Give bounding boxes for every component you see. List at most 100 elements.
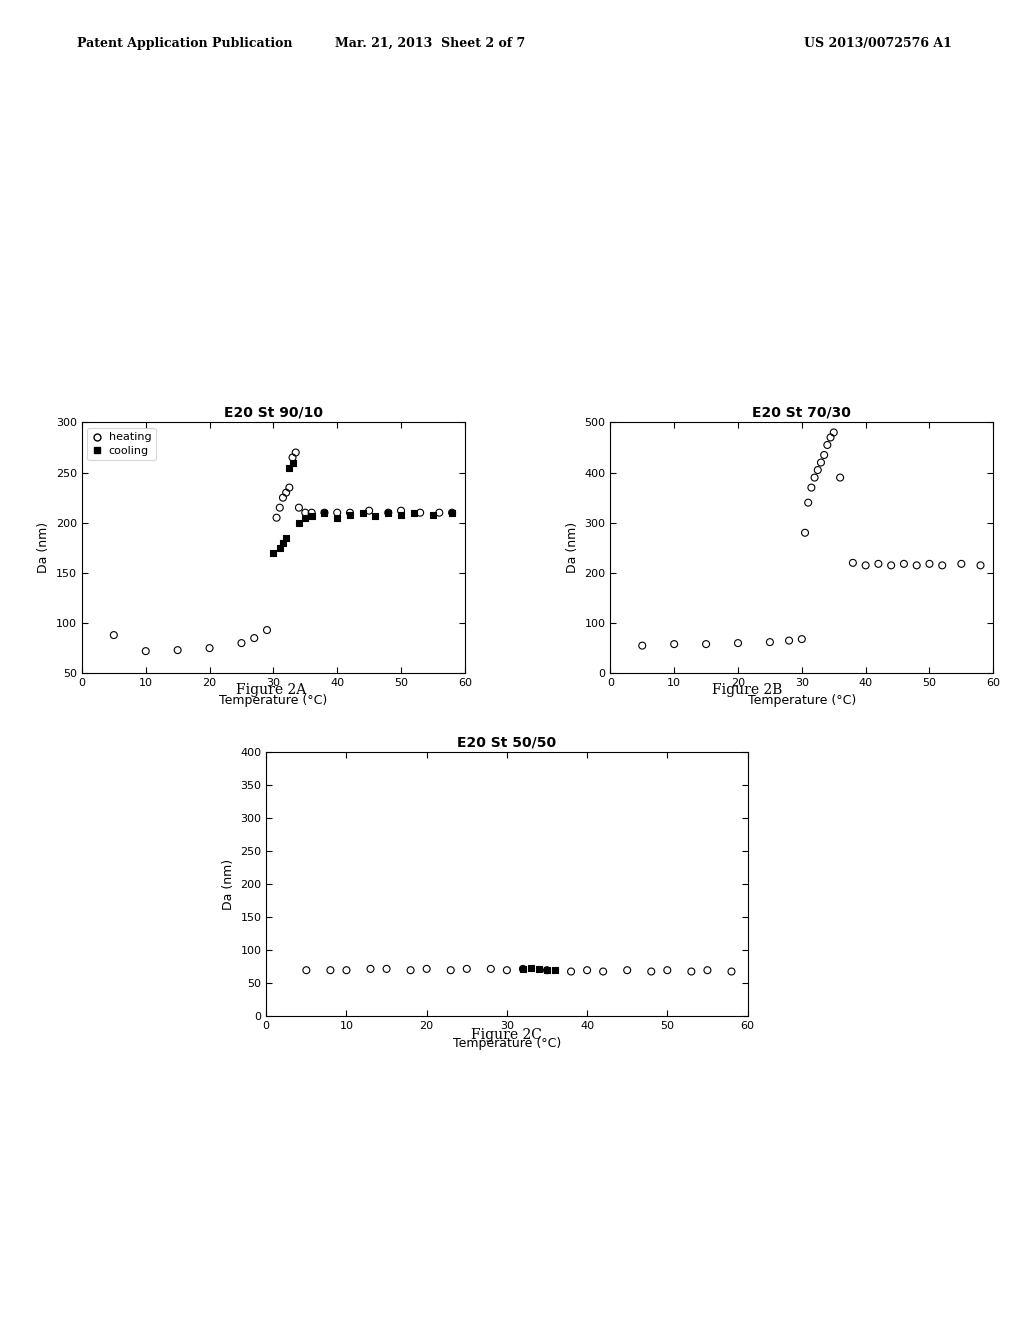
Point	[730, 632, 746, 653]
Point	[459, 958, 475, 979]
Point	[797, 523, 813, 544]
Point	[233, 632, 250, 653]
Point	[816, 445, 833, 466]
Point	[291, 512, 307, 533]
Y-axis label: Da (nm): Da (nm)	[566, 523, 579, 573]
Point	[563, 961, 580, 982]
Point	[953, 553, 970, 574]
Point	[515, 958, 531, 979]
Point	[431, 502, 447, 523]
Text: Figure 2A: Figure 2A	[237, 684, 306, 697]
Point	[202, 638, 218, 659]
Point	[282, 457, 298, 478]
X-axis label: Temperature (°C): Temperature (°C)	[219, 693, 328, 706]
Point	[342, 504, 358, 525]
Point	[323, 960, 339, 981]
Point	[316, 502, 333, 523]
Point	[303, 502, 319, 523]
Text: Mar. 21, 2013  Sheet 2 of 7: Mar. 21, 2013 Sheet 2 of 7	[335, 37, 525, 50]
Point	[393, 500, 410, 521]
Point	[934, 554, 950, 576]
Point	[699, 960, 716, 981]
Point	[271, 498, 288, 519]
Point	[803, 477, 819, 498]
Point	[259, 619, 275, 640]
Point	[883, 554, 899, 576]
Point	[813, 451, 829, 473]
Point	[666, 634, 682, 655]
Point	[285, 451, 301, 473]
Point	[762, 631, 778, 652]
Point	[806, 467, 822, 488]
Point	[329, 507, 345, 528]
X-axis label: Temperature (°C): Temperature (°C)	[453, 1036, 561, 1049]
Point	[659, 960, 676, 981]
Point	[360, 500, 377, 521]
Point	[288, 442, 304, 463]
Point	[380, 502, 396, 523]
Point	[822, 426, 839, 447]
Point	[810, 459, 826, 480]
Point	[303, 506, 319, 527]
Point	[515, 958, 531, 979]
Point	[618, 960, 635, 981]
Point	[922, 553, 938, 574]
Point	[285, 447, 301, 469]
Text: US 2013/0072576 A1: US 2013/0072576 A1	[805, 37, 952, 50]
Point	[297, 502, 313, 523]
Point	[845, 552, 861, 573]
Point	[419, 958, 435, 979]
Point	[482, 958, 499, 979]
Point	[522, 957, 539, 978]
Point	[291, 498, 307, 519]
Title: E20 St 50/50: E20 St 50/50	[458, 735, 556, 750]
Point	[368, 506, 384, 527]
Point	[406, 502, 422, 523]
Point	[137, 640, 154, 661]
Title: E20 St 70/30: E20 St 70/30	[753, 405, 851, 420]
Point	[825, 422, 842, 444]
Point	[278, 482, 294, 503]
Y-axis label: Da (nm): Da (nm)	[222, 859, 234, 909]
Point	[316, 502, 333, 523]
Point	[443, 502, 460, 523]
Y-axis label: Da (nm): Da (nm)	[38, 523, 50, 573]
Point	[402, 960, 419, 981]
Point	[425, 504, 441, 525]
Point	[723, 961, 739, 982]
Point	[499, 960, 515, 981]
Point	[342, 502, 358, 523]
Point	[297, 507, 313, 528]
Point	[800, 492, 816, 513]
Point	[169, 640, 185, 661]
Point	[634, 635, 650, 656]
Point	[274, 487, 291, 508]
Point	[579, 960, 595, 981]
Point	[831, 467, 848, 488]
Point	[870, 553, 887, 574]
Point	[412, 502, 428, 523]
Point	[393, 504, 410, 525]
Point	[857, 554, 873, 576]
Point	[595, 961, 611, 982]
Point	[539, 960, 555, 981]
Point	[698, 634, 715, 655]
Point	[530, 958, 547, 979]
X-axis label: Temperature (°C): Temperature (°C)	[748, 693, 856, 706]
Text: Figure 2B: Figure 2B	[713, 684, 782, 697]
Point	[539, 960, 555, 981]
Point	[683, 961, 699, 982]
Point	[547, 960, 563, 981]
Point	[265, 543, 282, 564]
Point	[380, 502, 396, 523]
Point	[278, 527, 294, 548]
Point	[268, 507, 285, 528]
Title: E20 St 90/10: E20 St 90/10	[224, 405, 323, 420]
Point	[271, 537, 288, 558]
Point	[908, 554, 925, 576]
Point	[973, 554, 989, 576]
Point	[282, 477, 298, 498]
Point	[794, 628, 810, 649]
Legend: heating, cooling: heating, cooling	[87, 428, 156, 461]
Text: Figure 2C: Figure 2C	[471, 1028, 543, 1041]
